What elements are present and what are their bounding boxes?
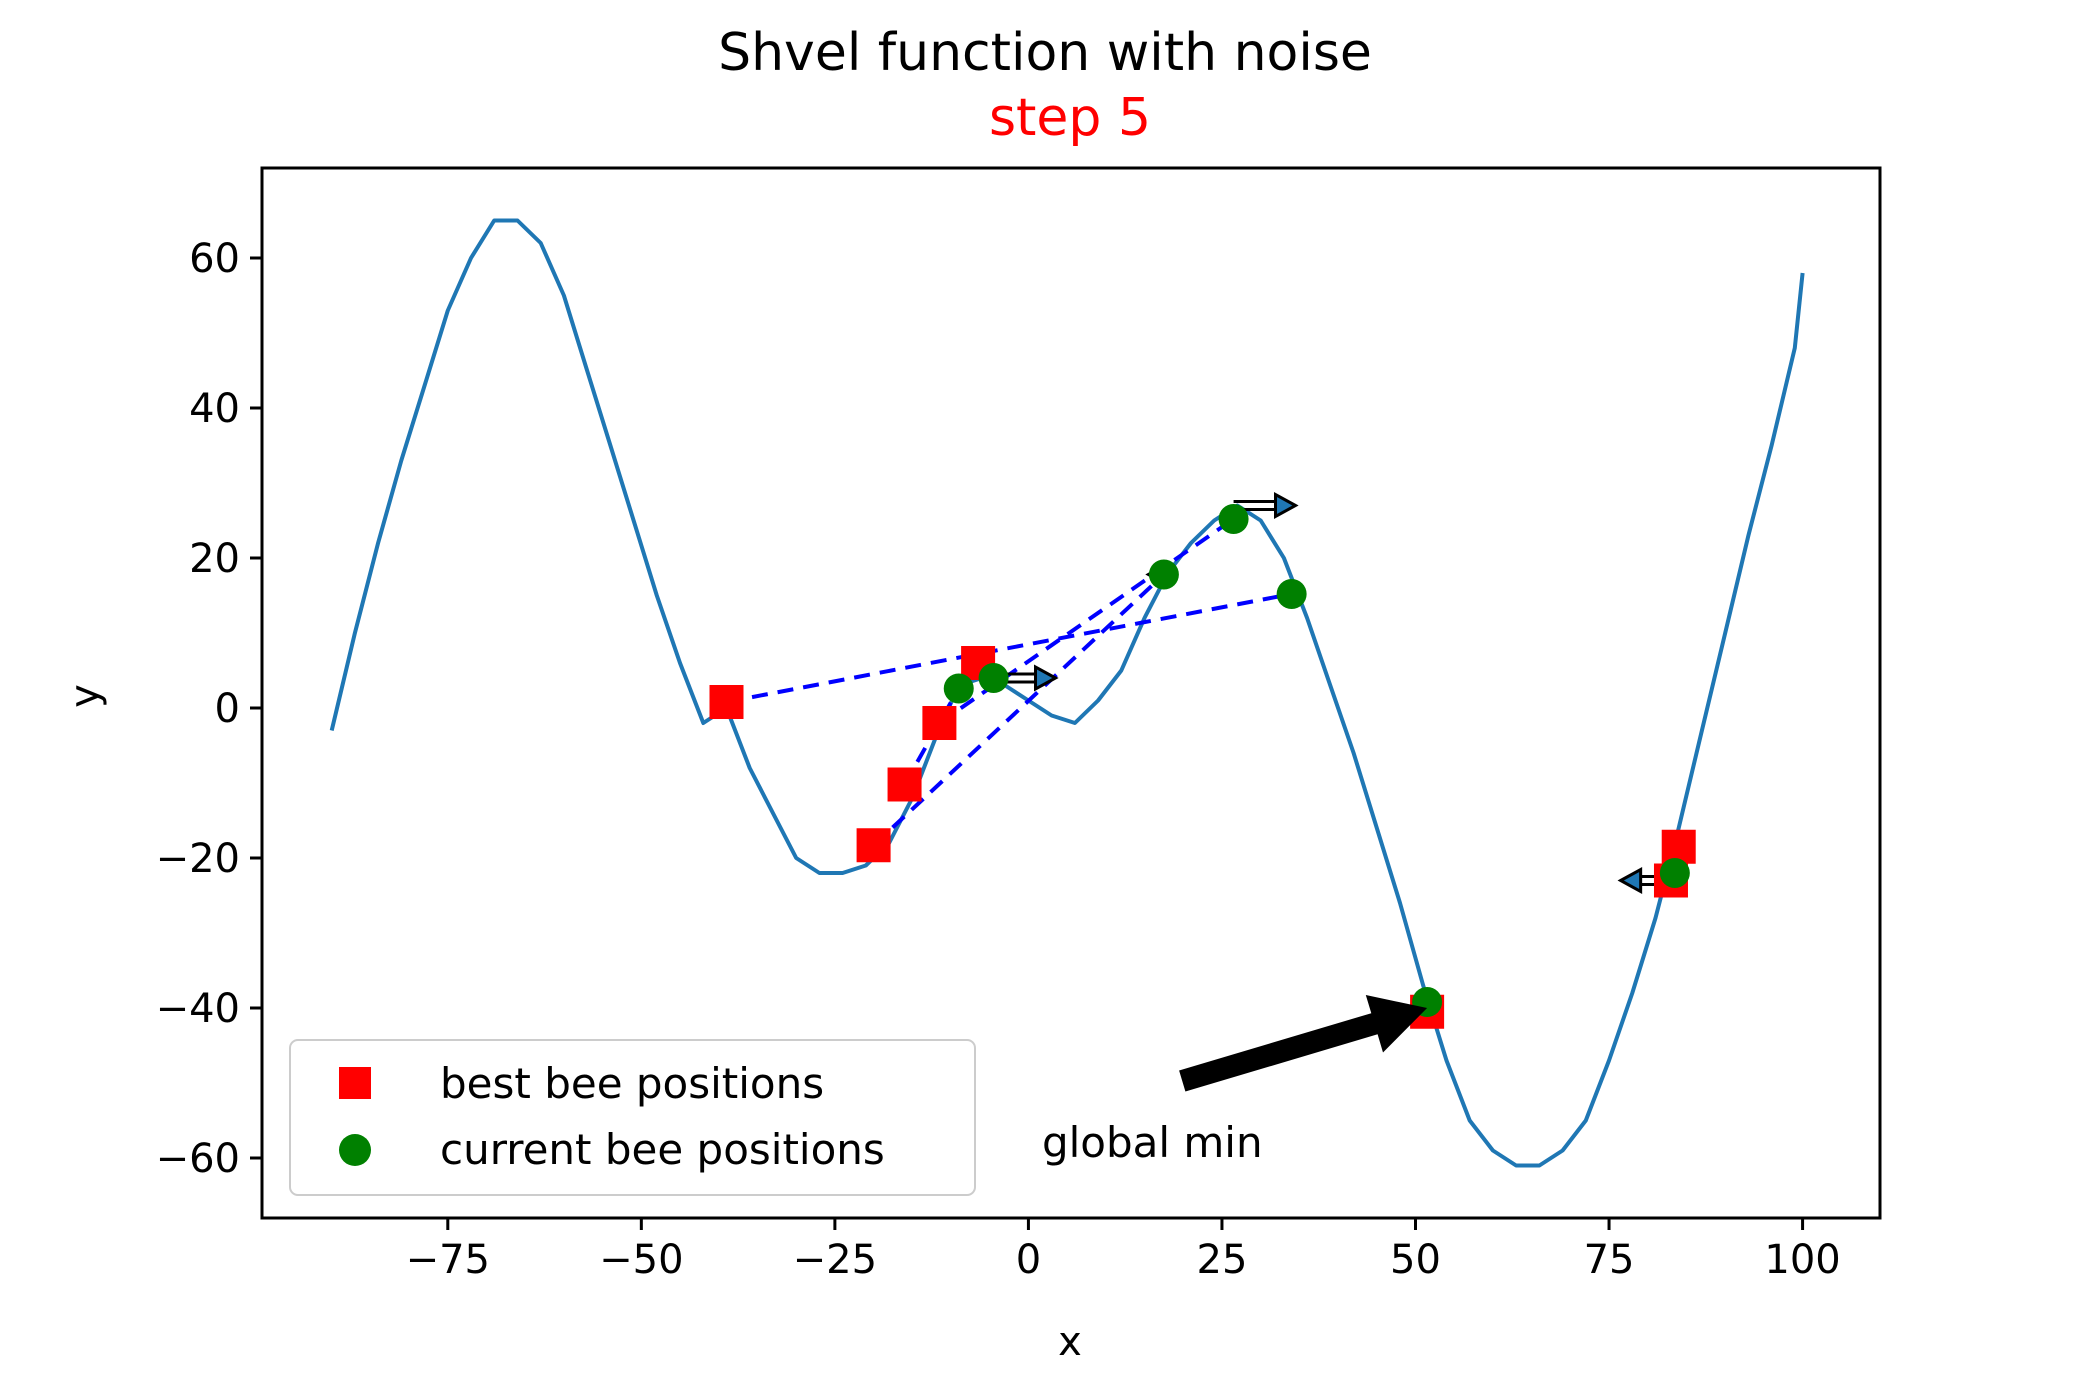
x-tick-label: 100 — [1764, 1237, 1840, 1283]
x-tick-label: 75 — [1584, 1237, 1635, 1283]
direction-arrow-head — [1274, 491, 1299, 520]
y-tick-label: 60 — [189, 236, 240, 282]
legend-best-marker — [339, 1067, 371, 1099]
current-bee-marker — [978, 663, 1009, 693]
x-tick-label: −25 — [793, 1237, 877, 1283]
current-bee-marker — [943, 673, 974, 704]
x-tick-label: 0 — [1016, 1237, 1041, 1283]
direction-arrow-head — [1617, 866, 1643, 895]
global-min-arrow — [1179, 995, 1428, 1092]
bee-link-line — [726, 592, 1293, 704]
bee-link-line — [872, 573, 1166, 847]
legend-current-marker — [339, 1134, 371, 1166]
current-bee-marker — [1276, 579, 1307, 609]
current-bee-marker — [1218, 504, 1249, 534]
y-tick-label: −20 — [156, 836, 240, 882]
global-min-label: global min — [1042, 1118, 1263, 1167]
x-tick-label: 50 — [1390, 1237, 1441, 1283]
x-tick-label: −75 — [406, 1237, 490, 1283]
y-axis-label: y — [62, 684, 108, 708]
plot-area: global min — [329, 218, 1805, 1168]
y-tick-label: 0 — [215, 686, 240, 732]
y-tick-label: −60 — [156, 1136, 240, 1182]
best-bee-marker — [922, 706, 957, 740]
current-bee-marker — [1148, 559, 1179, 590]
legend-label-current: current bee positions — [440, 1125, 885, 1174]
chart-subtitle: step 5 — [989, 88, 1151, 148]
x-tick-label: −50 — [599, 1237, 683, 1283]
best-bee-marker — [1661, 829, 1696, 864]
y-tick-label: 40 — [189, 386, 240, 432]
direction-arrow-head — [1034, 664, 1059, 692]
axes: −75 −50 −25 0 25 50 75 100 −60 −40 −20 0 20 40 60 — [156, 166, 1882, 1283]
chart-title: Shvel function with noise — [718, 23, 1372, 83]
function-curve — [329, 218, 1805, 1168]
current-bee-marker — [1659, 858, 1690, 888]
plot-frame — [260, 166, 1882, 1220]
bee-link-line — [938, 517, 1235, 725]
best-bee-marker — [856, 828, 891, 863]
y-tick-label: 20 — [189, 536, 240, 582]
x-tick-label: 25 — [1197, 1237, 1248, 1283]
y-tick-label: −40 — [156, 986, 240, 1032]
legend-frame — [289, 1039, 976, 1196]
best-bee-marker — [887, 767, 922, 802]
x-axis-label: x — [1058, 1319, 1082, 1365]
best-bee-marker — [709, 685, 744, 719]
legend: best bee positions current bee positions — [289, 1039, 976, 1196]
legend-label-best: best bee positions — [440, 1059, 824, 1108]
